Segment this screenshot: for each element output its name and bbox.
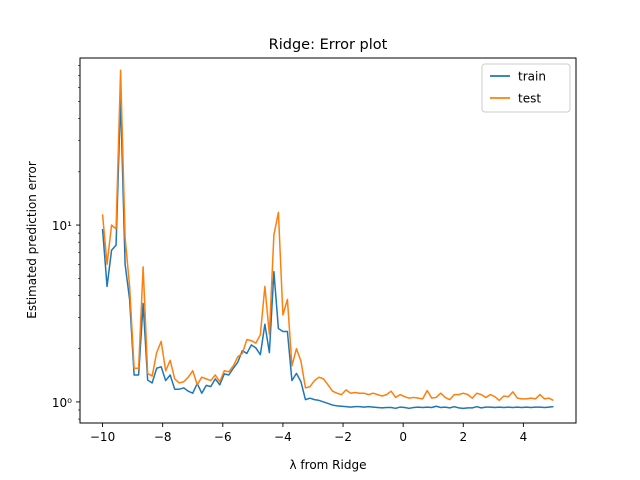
x-tick-label: 4 <box>520 430 528 444</box>
legend-label-test: test <box>518 92 541 106</box>
legend-label-train: train <box>518 70 546 84</box>
x-axis-label: λ from Ridge <box>290 458 367 472</box>
y-tick-label: 10⁰ <box>52 396 72 410</box>
legend: train test <box>481 63 571 113</box>
series-line-test <box>101 69 554 402</box>
plot-frame <box>79 57 577 424</box>
x-axis: −10 −8 −6 −4 −2 0 2 4 <box>90 423 527 444</box>
x-tick-label: 2 <box>459 430 467 444</box>
x-tick-label: −4 <box>274 430 292 444</box>
series-line-train <box>101 97 554 410</box>
chart-title: Ridge: Error plot <box>269 37 388 53</box>
y-axis-label: Estimated prediction error <box>25 161 39 319</box>
x-tick-label: −6 <box>214 430 232 444</box>
y-axis: 10⁰ 10¹ <box>52 65 80 420</box>
x-tick-label: 0 <box>399 430 407 444</box>
plot-area <box>79 57 577 424</box>
y-tick-label: 10¹ <box>52 219 72 233</box>
x-tick-label: −10 <box>90 430 115 444</box>
x-tick-label: −8 <box>154 430 172 444</box>
x-tick-label: −2 <box>334 430 352 444</box>
